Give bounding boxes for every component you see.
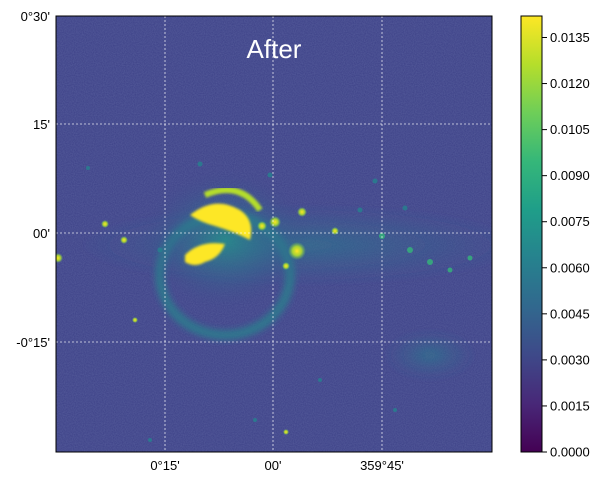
colorbar-tick-label: 0.0030 [550, 352, 590, 367]
lower-right-nebula [385, 330, 475, 380]
colorbar-tick-label: 0.0015 [550, 398, 590, 413]
y-tick-label: 0°30' [21, 9, 50, 24]
faint-source [157, 247, 163, 253]
image-area [56, 16, 492, 452]
colorbar-ticks: 0.0000 0.0015 0.0030 0.0045 0.0060 0.0075 0.00… [542, 30, 590, 460]
hot-source [56, 253, 63, 263]
faint-source [407, 247, 413, 253]
faint-source [372, 178, 378, 184]
bright-arc-outer [203, 187, 263, 212]
faint-source [402, 205, 408, 211]
hot-source [297, 207, 307, 217]
hot-source [282, 262, 290, 270]
y-tick-label: -0°15' [16, 335, 50, 350]
hot-source [120, 236, 128, 244]
x-tick-label: 0°15' [150, 458, 179, 473]
colorbar-tick-label: 0.0090 [550, 168, 590, 183]
colorbar-tick-label: 0.0060 [550, 260, 590, 275]
y-tick-label: 00' [33, 226, 50, 241]
faint-source [86, 166, 90, 170]
colorbar-tick-label: 0.0135 [550, 30, 590, 45]
x-tick-label: 00' [265, 458, 282, 473]
faint-source [253, 418, 257, 422]
colorbar-tick-label: 0.0075 [550, 214, 590, 229]
hot-source [101, 220, 109, 228]
faint-source [393, 408, 397, 412]
faint-source [357, 207, 363, 213]
grid [56, 16, 492, 452]
colorbar: 0.0000 0.0015 0.0030 0.0045 0.0060 0.0075 0.00… [520, 15, 590, 460]
bright-arc [190, 203, 252, 240]
colorbar-tick-label: 0.0045 [550, 306, 590, 321]
colorbar-tick-label: 0.0105 [550, 122, 590, 137]
colorbar-tick-label: 0.0120 [550, 76, 590, 91]
hot-source [331, 227, 339, 235]
faint-source [447, 267, 453, 273]
bubble-glow [140, 170, 310, 310]
faint-source [148, 438, 152, 442]
hot-source [132, 317, 138, 323]
hot-source [283, 429, 289, 435]
x-tick-label: 359°45' [360, 458, 404, 473]
hot-source [288, 242, 306, 260]
plot-frame [55, 15, 493, 453]
hot-source [269, 216, 281, 228]
faint-source [197, 161, 203, 167]
faint-source [318, 378, 322, 382]
colorbar-tick-label: 0.0000 [550, 445, 590, 460]
y-tick-label: 15' [33, 117, 50, 132]
faint-source [467, 255, 473, 261]
bright-blob [185, 243, 225, 265]
faint-source [267, 172, 273, 178]
y-axis: 0°30' 15' 00' -0°15' [16, 9, 50, 350]
x-axis: 0°15' 00' 359°45' [150, 458, 404, 473]
colorbar-gradient [520, 15, 543, 453]
hot-source [257, 221, 267, 231]
chart-title: After [247, 34, 302, 64]
faint-source [427, 259, 433, 265]
